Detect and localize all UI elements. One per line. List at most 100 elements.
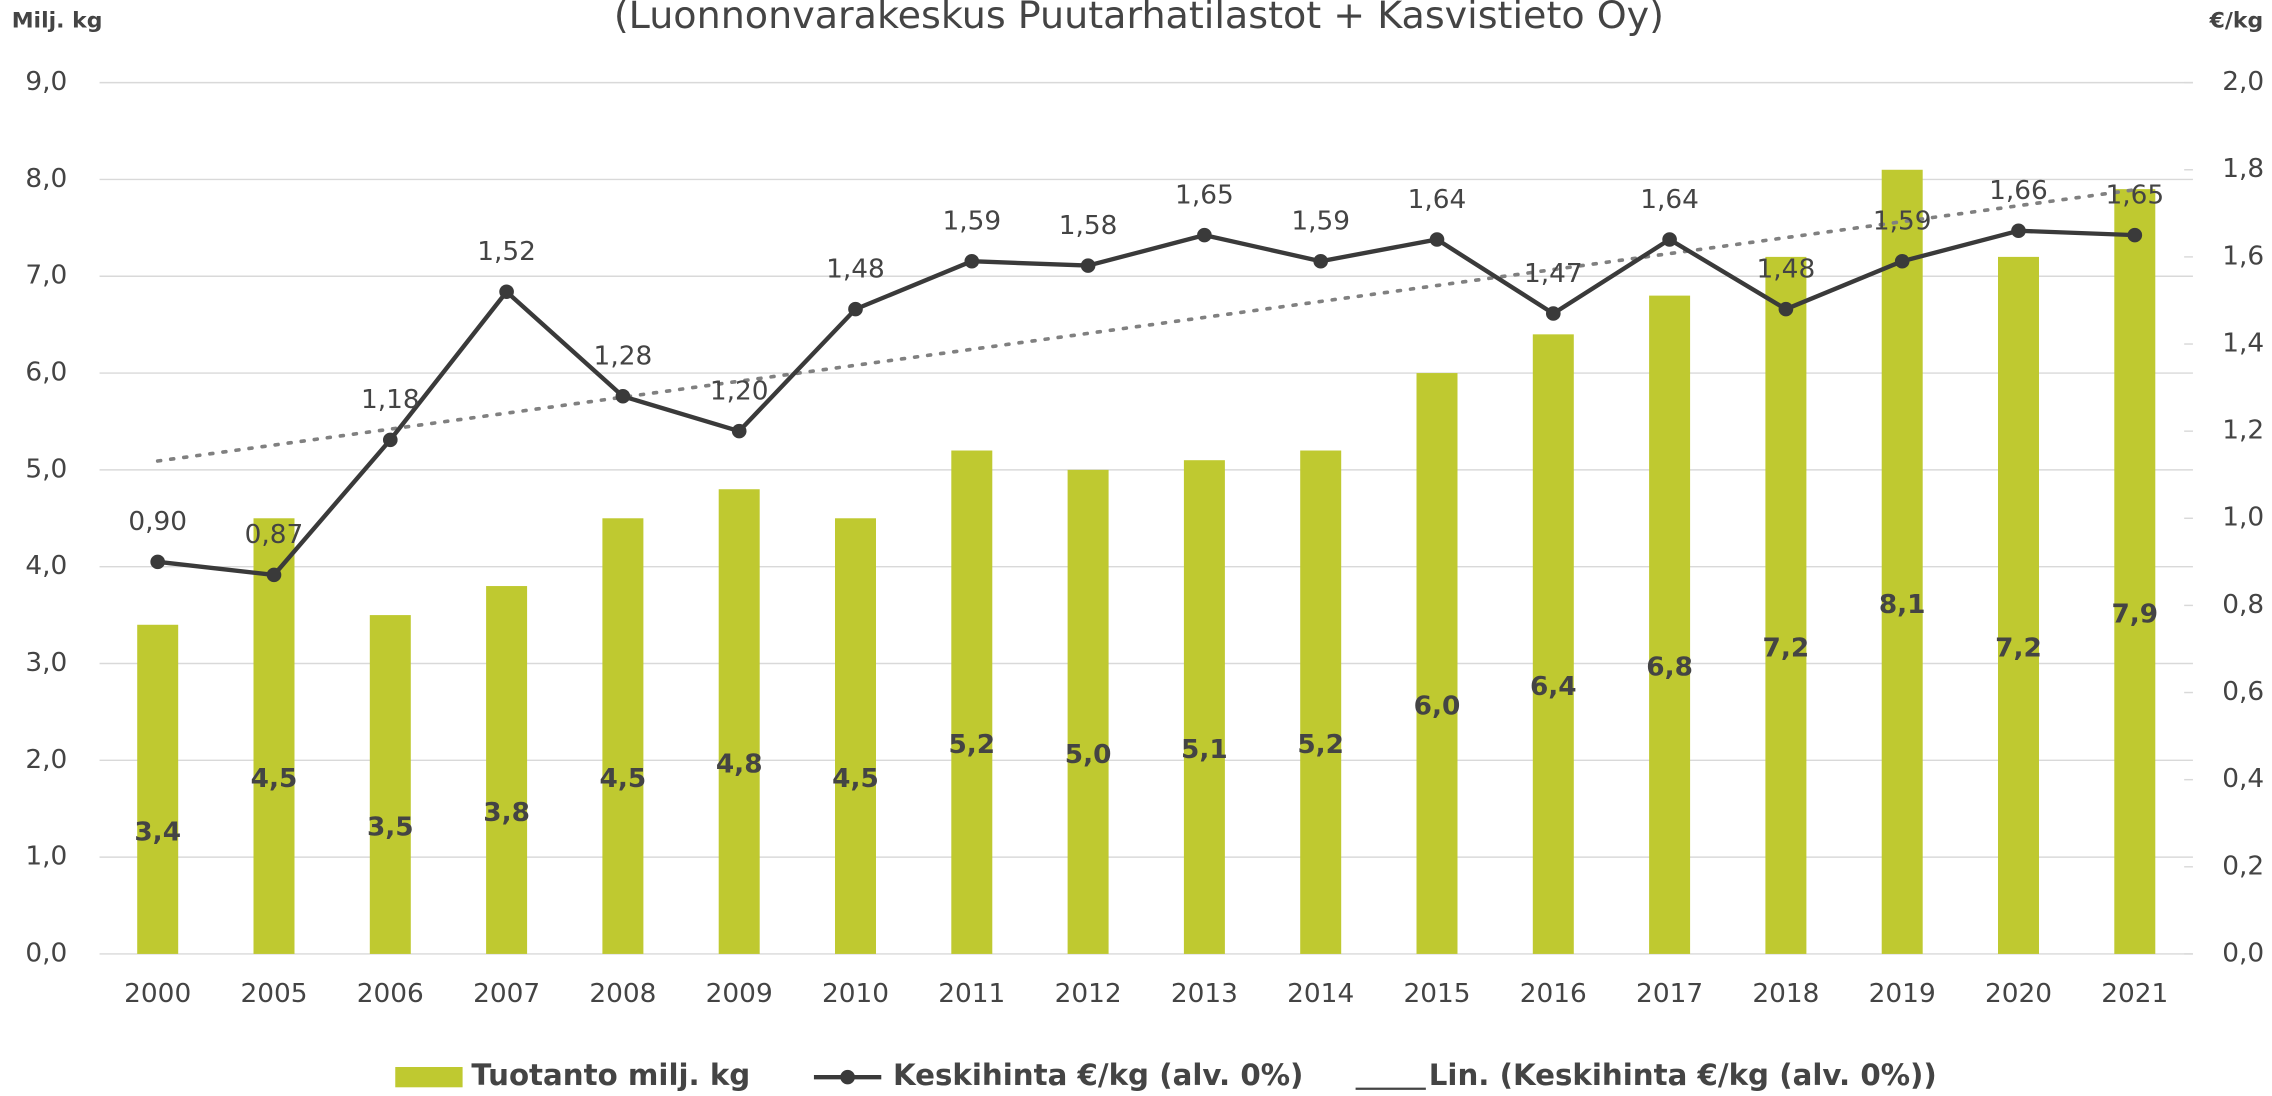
x-tick-label: 2011 (938, 979, 1005, 1009)
bar (835, 518, 876, 954)
bar (602, 518, 644, 954)
price-point (1313, 254, 1329, 269)
price-value-label: 1,58 (1059, 211, 1118, 241)
bar (486, 586, 528, 954)
bar-value-label: 7,9 (2111, 600, 2158, 630)
bar-value-label: 4,5 (832, 764, 879, 794)
y2-tick-label: 1,6 (2222, 241, 2264, 271)
bar-value-label: 6,4 (1530, 672, 1577, 702)
x-tick-label: 2017 (1636, 979, 1703, 1009)
bar (1881, 169, 1923, 954)
bar-value-label: 7,2 (1763, 633, 1810, 663)
price-line (157, 228, 2135, 578)
x-tick-label: 2018 (1752, 979, 1819, 1009)
bar-value-label: 7,2 (1995, 633, 2042, 663)
x-tick-label: 2007 (473, 979, 540, 1009)
price-value-label: 1,28 (594, 342, 653, 372)
bar (1300, 450, 1342, 954)
bar (369, 615, 411, 954)
price-value-label: 1,48 (826, 255, 885, 285)
price-point (615, 389, 631, 404)
y-axis-label: Milj. kg (12, 9, 103, 34)
x-tick-label: 2014 (1287, 979, 1354, 1009)
price-point (964, 254, 980, 269)
y-tick-label: 9,0 (25, 67, 67, 97)
price-point (499, 284, 514, 299)
price-point (382, 432, 398, 448)
bar (1998, 256, 2039, 954)
trendline (155, 187, 2137, 463)
x-tick-label: 2009 (706, 979, 773, 1009)
y-tick-label: 6,0 (25, 358, 67, 388)
legend-label: Keskihinta €/kg (alv. 0%) (893, 1058, 1303, 1092)
legend-label: Tuotanto milj. kg (471, 1058, 750, 1092)
bar (1183, 460, 1225, 954)
y2-tick-label: 1,8 (2222, 154, 2264, 184)
bar-value-label: 5,0 (1065, 740, 1112, 770)
bar-value-label: 3,4 (134, 817, 181, 847)
price-point (2011, 223, 2026, 239)
bar-value-label: 5,1 (1181, 735, 1228, 765)
price-point (1662, 232, 1677, 247)
price-point (1778, 301, 1794, 317)
price-point (2127, 227, 2143, 243)
y2-tick-label: 0,2 (2222, 851, 2264, 881)
bar (718, 489, 760, 954)
bar-value-label: 3,5 (367, 813, 414, 843)
price-value-label: 1,52 (477, 237, 536, 267)
price-point (1429, 232, 1445, 247)
x-tick-label: 2006 (357, 979, 424, 1009)
x-tick-label: 2010 (822, 979, 889, 1009)
bar (1067, 469, 1109, 954)
price-value-label: 1,64 (1640, 185, 1699, 215)
bar (1649, 295, 1691, 954)
price-value-label: 1,48 (1757, 255, 1816, 285)
legend-swatch (395, 1067, 463, 1088)
price-value-label: 1,47 (1524, 259, 1583, 289)
bar-value-label: 4,5 (251, 764, 298, 794)
legend-label: Lin. (Keskihinta €/kg (alv. 0%)) (1429, 1058, 1937, 1092)
price-value-label: 1,66 (1989, 176, 2048, 206)
price-point (731, 423, 747, 439)
x-tick-label: 2021 (2101, 979, 2168, 1009)
bar-value-label: 6,8 (1646, 653, 1693, 683)
y2-tick-label: 0,6 (2222, 677, 2264, 707)
x-tick-label: 2008 (589, 979, 656, 1009)
price-value-label: 0,90 (128, 507, 187, 537)
price-point (266, 567, 282, 583)
x-tick-label: 2019 (1869, 979, 1936, 1009)
bar (1532, 334, 1574, 954)
x-tick-label: 2012 (1055, 979, 1122, 1009)
y-tick-label: 1,0 (25, 842, 67, 872)
price-value-label: 1,59 (1291, 207, 1350, 237)
y2-tick-label: 0,4 (2222, 764, 2264, 794)
y2-tick-label: 1,4 (2222, 329, 2264, 359)
y2-tick-label: 2,0 (2222, 67, 2264, 97)
x-tick-label: 2015 (1403, 979, 1470, 1009)
y-tick-label: 4,0 (25, 551, 67, 581)
price-value-label: 1,59 (1873, 207, 1932, 237)
x-tick-label: 2016 (1520, 979, 1587, 1009)
price-value-label: 0,87 (245, 520, 304, 550)
bar (2114, 189, 2156, 954)
x-tick-label: 2020 (1985, 979, 2052, 1009)
y-tick-label: 3,0 (25, 648, 67, 678)
y2-tick-label: 0,0 (2222, 939, 2264, 969)
price-point (848, 301, 863, 317)
y-tick-label: 0,0 (25, 939, 67, 969)
y2-tick-label: 1,2 (2222, 416, 2264, 446)
y-tick-label: 7,0 (25, 261, 67, 291)
y-tick-label: 5,0 (25, 454, 67, 484)
price-point (1080, 258, 1096, 273)
bar (253, 518, 295, 954)
price-point (1545, 306, 1561, 321)
y2-tick-label: 0,8 (2222, 590, 2264, 620)
y-tick-label: 2,0 (25, 745, 67, 775)
bar-value-label: 8,1 (1879, 590, 1926, 620)
x-tick-label: 2005 (240, 979, 307, 1009)
price-point (150, 554, 166, 570)
x-tick-label: 2013 (1171, 979, 1238, 1009)
x-tick-label: 2000 (124, 979, 191, 1009)
